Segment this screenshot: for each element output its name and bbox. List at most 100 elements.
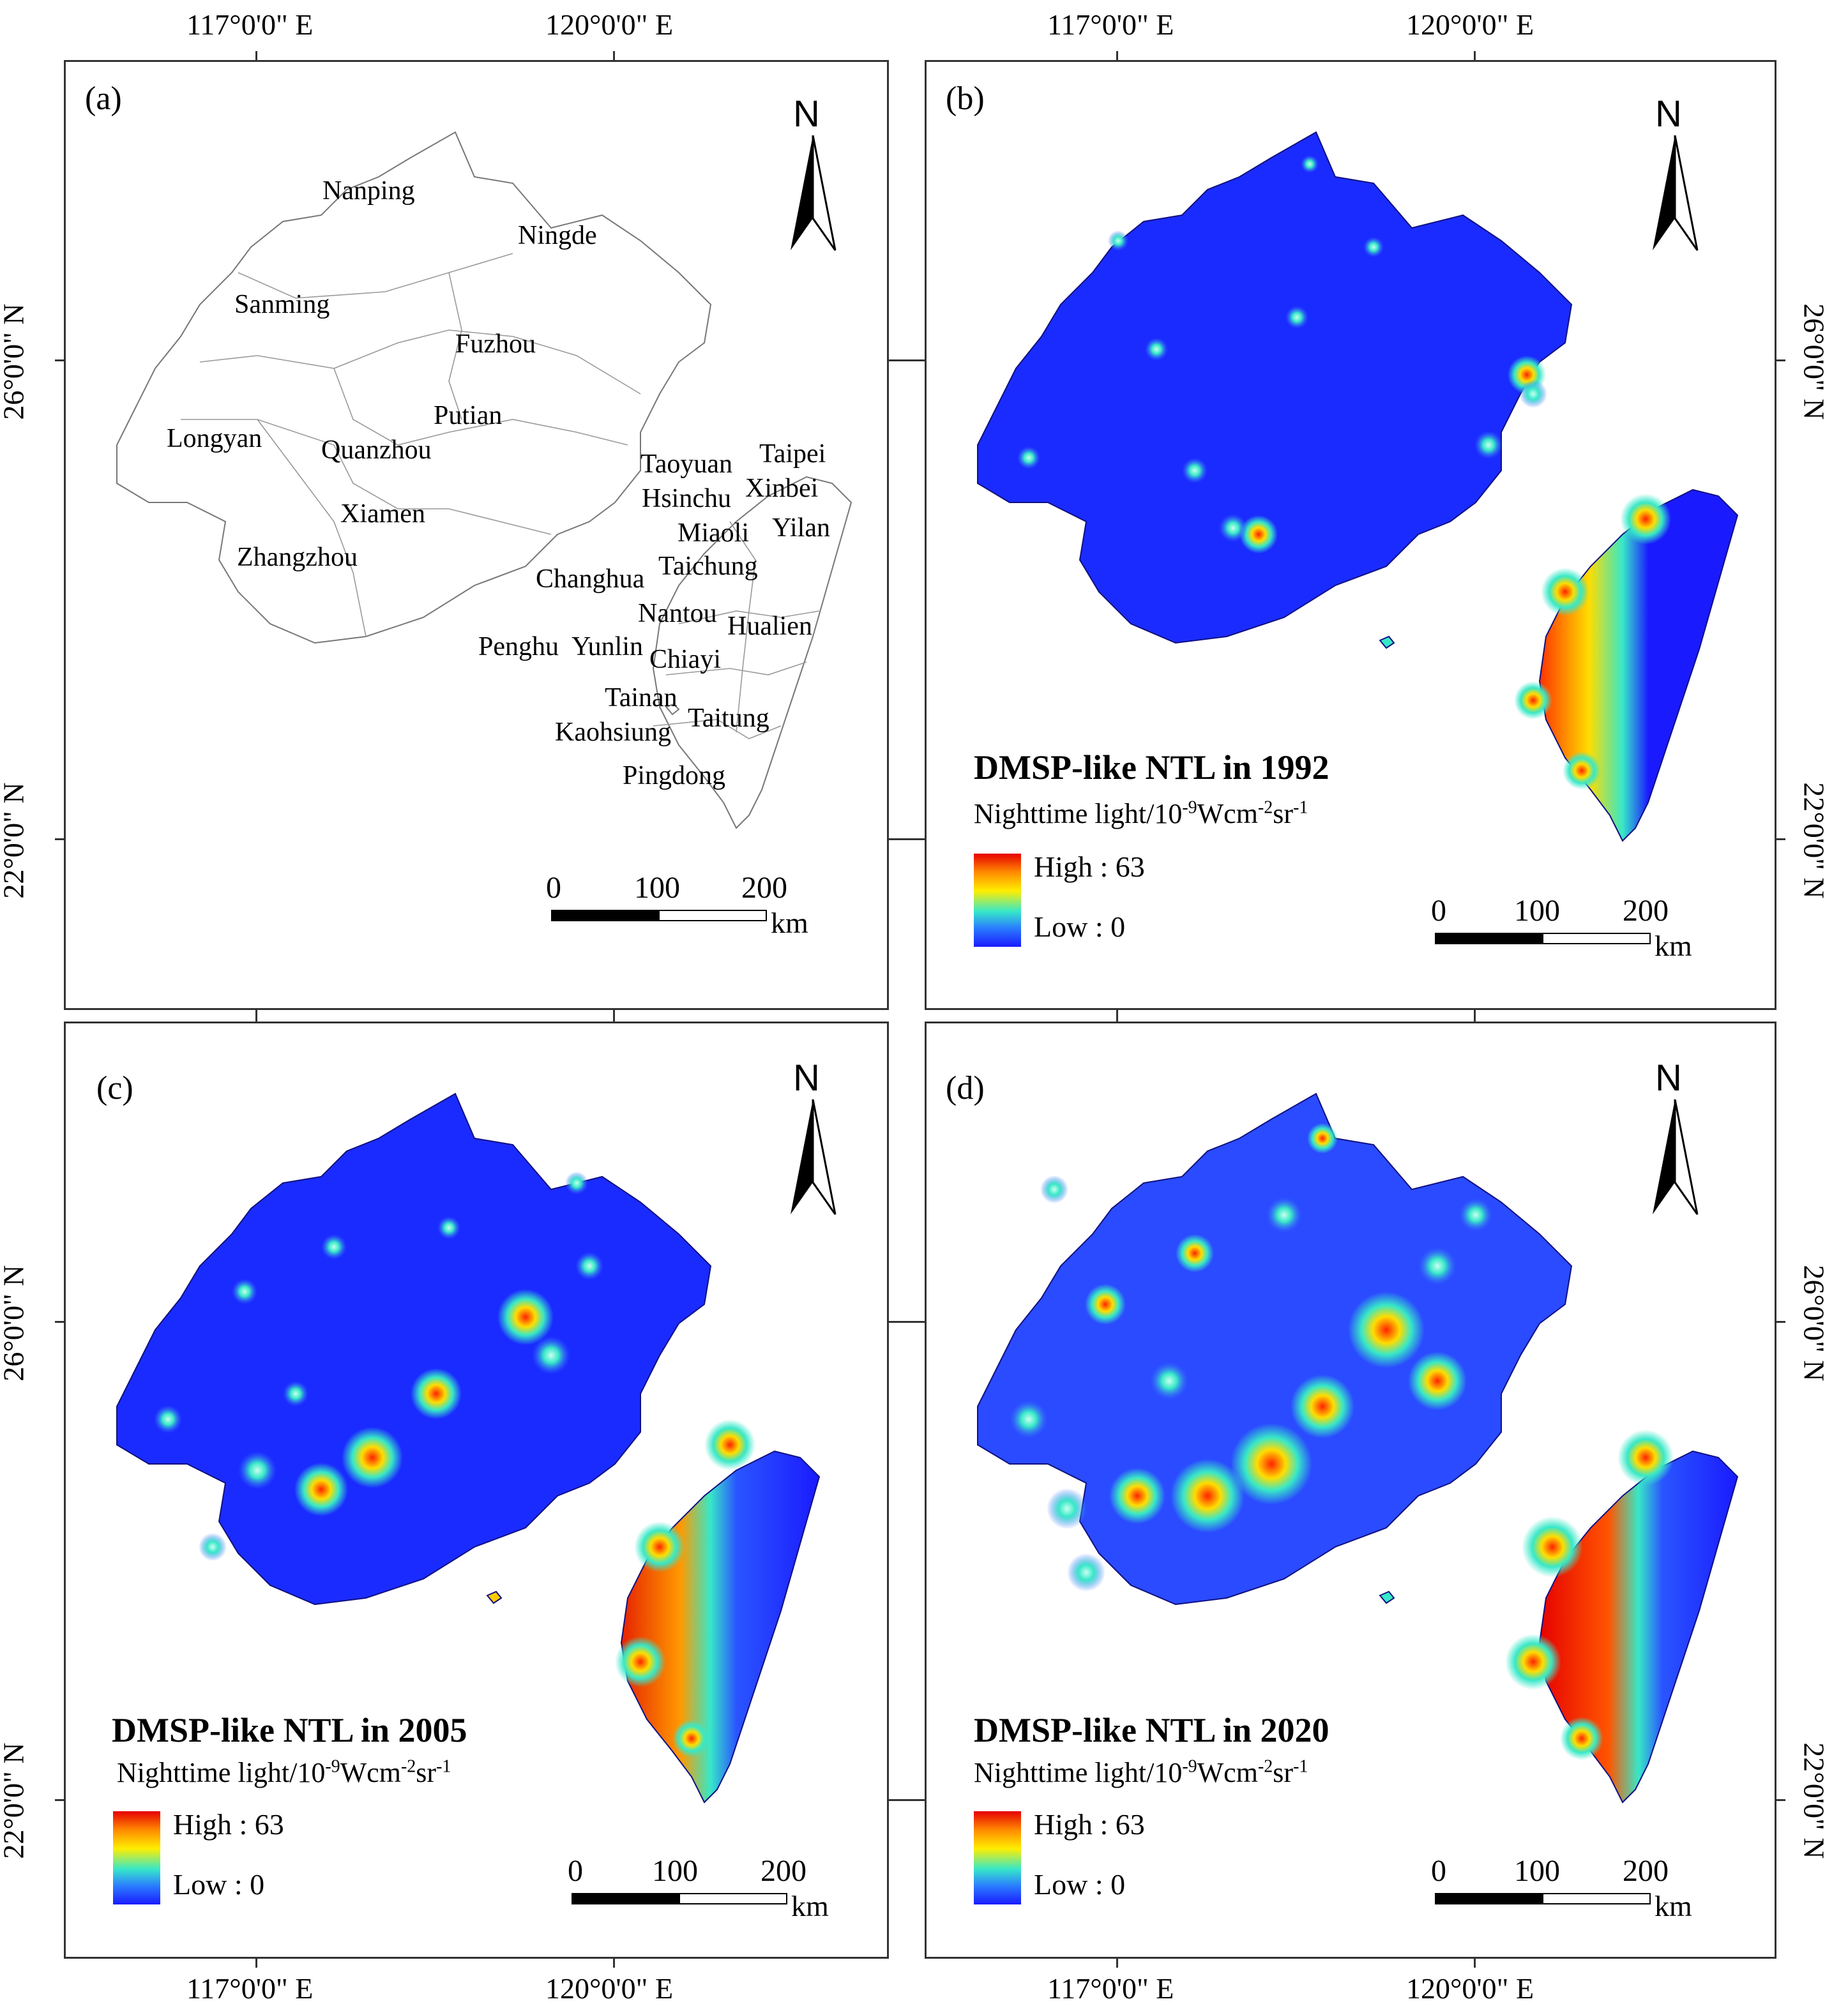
tick-mark [888,1799,925,1801]
lat-label-26-left-bottom: 26°0'0" N [0,1265,30,1382]
map-title: DMSP-like NTL in 1992 [974,748,1329,787]
lon-label-117-top-right: 117°0'0" E [1047,8,1174,41]
north-label: N [793,1057,820,1099]
lat-label-22-right-top: 22°0'0" N [1798,782,1831,899]
lon-label-120-bottom-left: 120°0'0" E [545,1972,674,2005]
tick-mark [888,1321,925,1323]
scale-bar-white [1542,933,1651,944]
tick-mark [1116,1009,1118,1028]
scale-unit: km [1655,1890,1692,1922]
scale-tick-200: 200 [741,871,787,905]
lon-label-120-bottom-right: 120°0'0" E [1406,1972,1534,2005]
city-label: Sanming [234,290,330,319]
north-label: N [1655,93,1682,135]
scale-bar-black [551,910,660,921]
scale-bar: 0 100 200 km [546,870,808,939]
lon-label-117-bottom-left: 117°0'0" E [186,1972,314,2005]
unit-exp: -1 [1293,797,1308,818]
city-label: Tainan [605,683,678,712]
scale-bar-white [679,1893,787,1904]
scale-tick-200: 200 [1623,894,1669,928]
panel-label-b: (b) [946,80,985,117]
lon-label-117-top-left: 117°0'0" E [186,8,314,41]
unit-prefix: Nighttime light/10 [974,798,1183,829]
city-label: Penghu [478,632,559,661]
panel-label-a: (a) [85,80,122,117]
tick-mark [1775,359,1785,361]
city-label: Hualien [727,612,812,641]
unit-mid: sr [416,1757,437,1788]
tick-mark [888,838,925,840]
tick-mark [55,359,65,361]
city-label: Xiamen [340,499,425,529]
scale-tick-0: 0 [546,871,561,905]
city-lights-c [154,1172,755,1758]
map-title: DMSP-like NTL in 2020 [974,1711,1329,1749]
legend-high: High : 63 [173,1808,284,1841]
legend-low: Low : 0 [173,1868,265,1901]
tick-mark [1775,838,1785,840]
city-label: Zhangzhou [237,543,358,572]
north-label: N [793,93,820,135]
tick-mark [613,1957,615,1968]
tick-mark [1775,1321,1785,1323]
unit-exp: -1 [1293,1756,1308,1777]
north-arrow-icon [1653,135,1699,251]
scale-bar-white [658,910,767,921]
city-label: Yilan [772,513,830,543]
panel-label-d: (d) [946,1070,985,1106]
legend-low: Low : 0 [1034,1868,1126,1901]
city-label: Nantou [638,599,717,628]
legend-unit: Nighttime light/10-9Wcm-2sr-1 [117,1756,451,1789]
legend-low: Low : 0 [1034,910,1126,943]
tick-mark [255,51,257,61]
city-label: Yunlin [572,632,644,661]
tick-mark [55,1321,65,1323]
north-label: N [1655,1057,1682,1099]
unit-exp: -9 [1182,1756,1197,1777]
city-label: Taoyuan [640,449,733,479]
tick-mark [1474,1957,1476,1968]
scale-tick-100: 100 [1514,1854,1560,1888]
tick-mark [613,1009,615,1028]
scale-bar-black [1435,933,1543,944]
north-arrow-icon [791,135,837,251]
city-label: Miaoli [678,518,749,548]
scale-unit: km [771,907,808,939]
scale-tick-200: 200 [761,1854,807,1888]
city-label: Taipei [759,439,826,469]
city-label: Nanping [322,176,415,206]
ntl-map-b [977,132,1738,841]
unit-exp: -9 [325,1756,340,1777]
scale-unit: km [1655,930,1692,962]
lon-label-120-top-left: 120°0'0" E [545,8,674,41]
unit-exp: -1 [436,1756,451,1777]
unit-exp: -9 [1182,797,1197,818]
scale-tick-0: 0 [568,1854,583,1888]
lat-label-26-left-top: 26°0'0" N [0,303,30,420]
unit-mid: sr [1273,1757,1294,1788]
city-label: Hsinchu [642,484,731,513]
city-label: Putian [434,401,503,430]
unit-mid: sr [1273,798,1294,829]
north-arrow-icon [1653,1099,1699,1215]
unit-prefix: Nighttime light/10 [117,1757,326,1788]
unit-exp: -2 [1257,797,1273,818]
unit-mid: Wcm [1197,1757,1258,1788]
city-label: Fuzhou [455,329,536,359]
city-label: Ningde [518,221,597,250]
north-arrow: N [1649,93,1726,260]
tick-mark [888,359,925,361]
scale-tick-0: 0 [1431,894,1446,928]
legend-color-ramp [974,1811,1021,1904]
lon-label-117-bottom-right: 117°0'0" E [1047,1972,1174,2005]
city-lights-b [1017,155,1671,790]
city-label: Longyan [167,424,262,453]
unit-prefix: Nighttime light/10 [974,1757,1183,1788]
panel-b: (b) N DMSP-like NTL in 1992 Nighttime li… [925,60,1776,1010]
panel-d: (d) N DMSP-like NTL in 2020 Nighttime li… [925,1022,1776,1959]
lon-label-120-top-right: 120°0'0" E [1406,8,1534,41]
scale-tick-200: 200 [1623,1854,1669,1888]
unit-exp: -2 [400,1756,416,1777]
tick-mark [1775,1799,1785,1801]
